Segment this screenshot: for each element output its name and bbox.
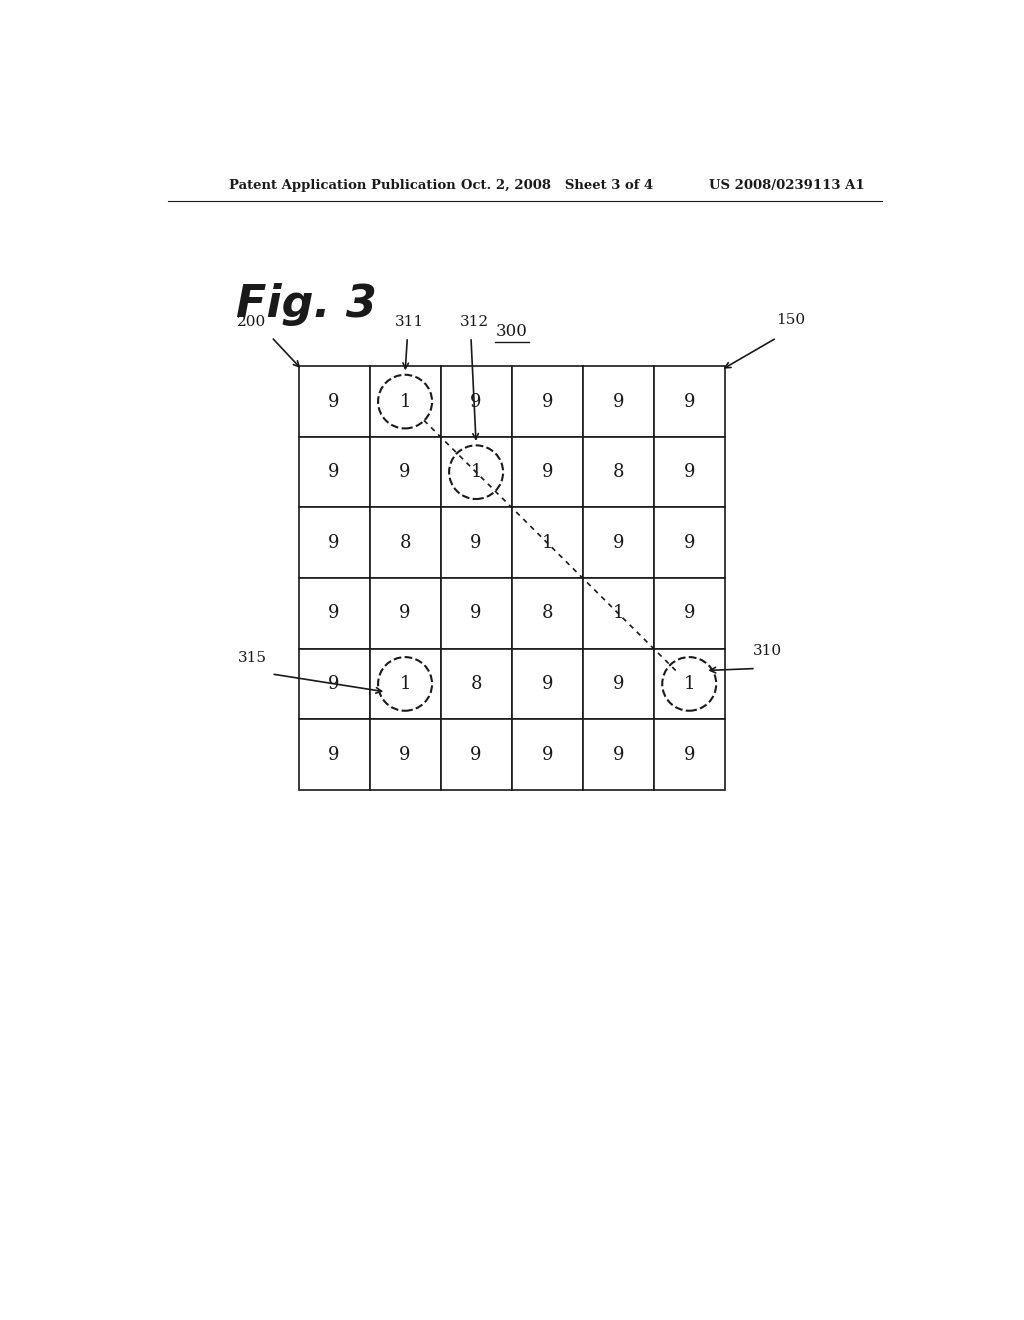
Bar xyxy=(583,507,653,578)
Text: 9: 9 xyxy=(683,463,695,482)
Text: 8: 8 xyxy=(399,533,411,552)
Text: 1: 1 xyxy=(399,675,411,693)
Text: 9: 9 xyxy=(683,533,695,552)
Bar xyxy=(583,367,653,437)
Text: 9: 9 xyxy=(542,463,553,482)
Bar xyxy=(370,437,440,507)
Bar xyxy=(440,367,512,437)
Text: 8: 8 xyxy=(612,463,624,482)
Bar xyxy=(370,719,440,789)
Text: 1: 1 xyxy=(612,605,624,622)
Text: US 2008/0239113 A1: US 2008/0239113 A1 xyxy=(710,178,865,191)
Bar xyxy=(583,648,653,719)
Text: 1: 1 xyxy=(542,533,553,552)
Text: 300: 300 xyxy=(496,323,527,341)
Bar xyxy=(583,719,653,789)
Bar xyxy=(512,648,583,719)
Text: 9: 9 xyxy=(612,675,624,693)
Bar xyxy=(440,719,512,789)
Bar xyxy=(653,507,725,578)
Text: 1: 1 xyxy=(683,675,695,693)
Text: 315: 315 xyxy=(238,651,266,665)
Bar xyxy=(440,437,512,507)
Text: 9: 9 xyxy=(399,463,411,482)
Bar xyxy=(299,578,370,648)
Bar xyxy=(512,719,583,789)
Text: 150: 150 xyxy=(776,313,805,327)
Bar xyxy=(299,507,370,578)
Bar xyxy=(512,367,583,437)
Text: 9: 9 xyxy=(470,392,482,411)
Text: 200: 200 xyxy=(238,315,266,329)
Bar xyxy=(370,648,440,719)
Bar xyxy=(440,648,512,719)
Text: 9: 9 xyxy=(329,675,340,693)
Text: 311: 311 xyxy=(394,315,424,329)
Text: 9: 9 xyxy=(612,746,624,763)
Text: 1: 1 xyxy=(470,463,482,482)
Bar xyxy=(299,437,370,507)
Text: 9: 9 xyxy=(683,392,695,411)
Text: 9: 9 xyxy=(542,392,553,411)
Text: Oct. 2, 2008   Sheet 3 of 4: Oct. 2, 2008 Sheet 3 of 4 xyxy=(461,178,653,191)
Bar xyxy=(299,367,370,437)
Text: 312: 312 xyxy=(460,315,489,329)
Bar xyxy=(653,367,725,437)
Bar xyxy=(653,648,725,719)
Bar xyxy=(653,437,725,507)
Text: 9: 9 xyxy=(612,392,624,411)
Bar xyxy=(299,648,370,719)
Text: 9: 9 xyxy=(683,605,695,622)
Bar xyxy=(440,578,512,648)
Text: 9: 9 xyxy=(470,746,482,763)
Text: 9: 9 xyxy=(329,533,340,552)
Text: 9: 9 xyxy=(399,746,411,763)
Text: 9: 9 xyxy=(470,605,482,622)
Bar xyxy=(299,719,370,789)
Bar xyxy=(370,578,440,648)
Bar xyxy=(512,578,583,648)
Bar xyxy=(512,437,583,507)
Bar xyxy=(583,437,653,507)
Text: 9: 9 xyxy=(329,463,340,482)
Bar xyxy=(653,719,725,789)
Bar xyxy=(370,507,440,578)
Bar xyxy=(440,507,512,578)
Bar xyxy=(370,367,440,437)
Text: 9: 9 xyxy=(329,605,340,622)
Text: 9: 9 xyxy=(683,746,695,763)
Text: Fig. 3: Fig. 3 xyxy=(237,284,378,326)
Text: 310: 310 xyxy=(753,644,782,657)
Text: 9: 9 xyxy=(612,533,624,552)
Text: 9: 9 xyxy=(470,533,482,552)
Text: 1: 1 xyxy=(399,392,411,411)
Bar xyxy=(653,578,725,648)
Text: 9: 9 xyxy=(399,605,411,622)
Text: 8: 8 xyxy=(470,675,482,693)
Text: 9: 9 xyxy=(329,392,340,411)
Text: Patent Application Publication: Patent Application Publication xyxy=(228,178,456,191)
Text: 8: 8 xyxy=(542,605,553,622)
Bar xyxy=(583,578,653,648)
Bar xyxy=(512,507,583,578)
Text: 9: 9 xyxy=(542,675,553,693)
Text: 9: 9 xyxy=(329,746,340,763)
Text: 9: 9 xyxy=(542,746,553,763)
